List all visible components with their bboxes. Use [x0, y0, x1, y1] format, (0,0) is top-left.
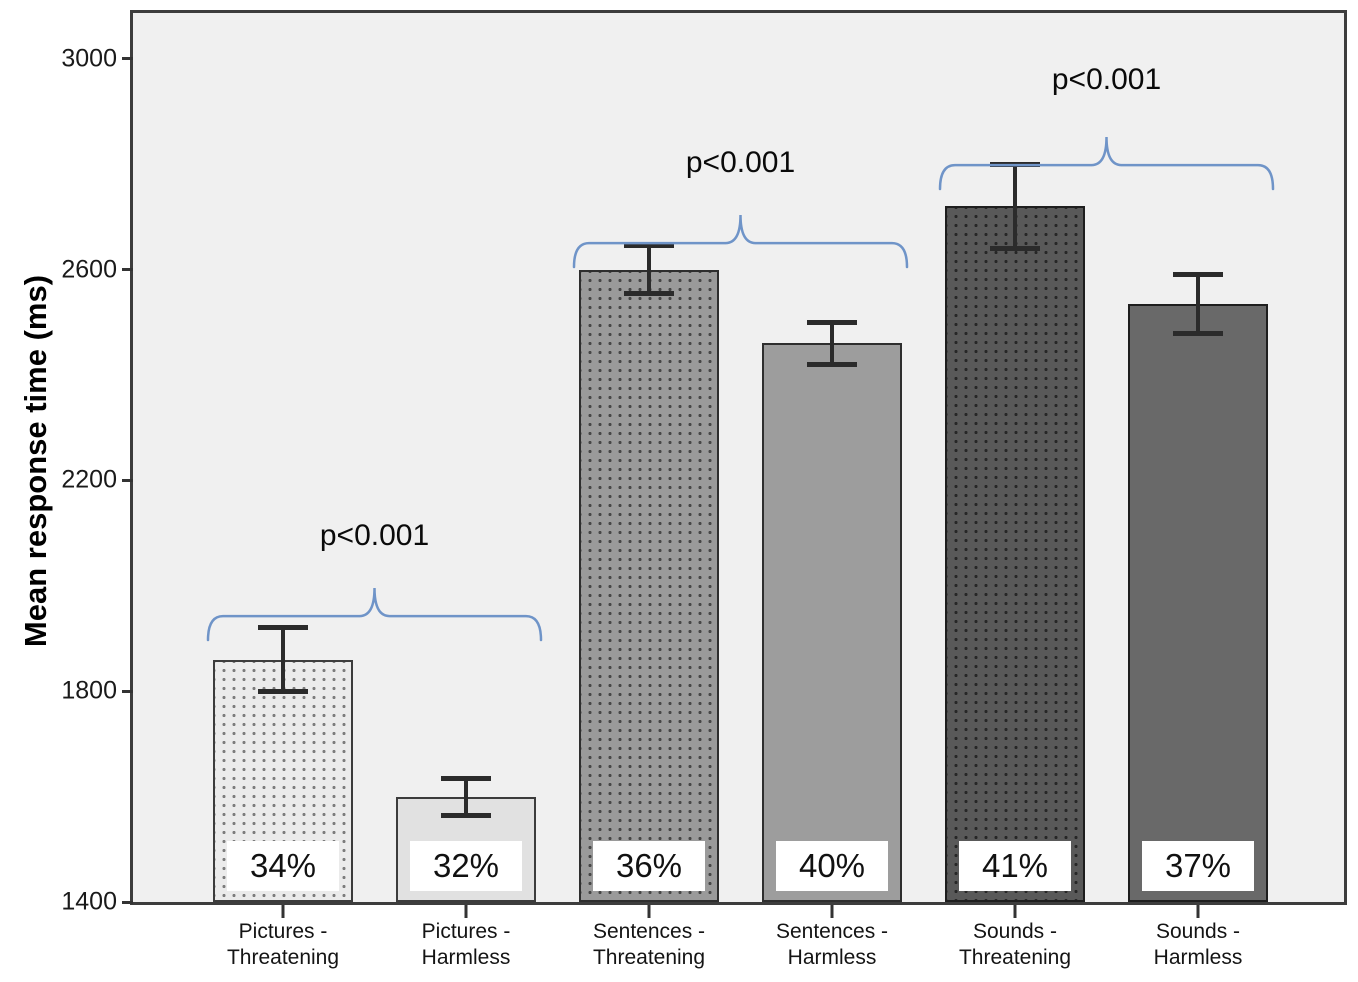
x-tick-mark	[464, 905, 468, 918]
error-bar-line	[464, 775, 468, 818]
error-bar	[1173, 272, 1223, 336]
x-tick-mark	[647, 905, 651, 918]
bar-sentences-harmless: 40%	[762, 343, 902, 902]
error-bar-cap-bottom	[807, 362, 857, 368]
error-bar-cap-top	[807, 319, 857, 325]
y-axis-title: Mean response time (ms)	[18, 274, 53, 648]
percent-label: 37%	[1142, 840, 1254, 891]
y-tick-label: 1800	[61, 676, 117, 705]
percent-label: 41%	[959, 840, 1071, 891]
bar-sounds-threatening: 41%	[945, 206, 1085, 902]
error-bar-cap-bottom	[441, 812, 491, 818]
percent-label: 36%	[593, 840, 705, 891]
x-label-line: Harmless	[421, 946, 511, 969]
error-bar	[624, 243, 674, 296]
percent-label: 34%	[227, 840, 339, 891]
x-label-sentences-threatening: Sentences - Threatening	[593, 919, 705, 971]
x-label-line: Threatening	[226, 946, 340, 969]
significance-brace	[938, 136, 1275, 191]
x-label-sentences-harmless: Sentences - Harmless	[776, 919, 888, 971]
error-bar-line	[1013, 161, 1017, 252]
x-label-line: Pictures -	[238, 920, 328, 943]
significance-brace	[206, 587, 543, 642]
error-bar-cap-top	[624, 243, 674, 249]
x-label-line: Threatening	[958, 946, 1072, 969]
error-bar-cap-bottom	[990, 246, 1040, 252]
p-value-label: p<0.001	[319, 519, 430, 552]
y-tick-mark	[122, 57, 133, 61]
x-label-line: Sentences -	[775, 920, 889, 943]
error-bar-line	[281, 625, 285, 694]
y-tick-mark	[122, 689, 133, 693]
plot-area: 34% 32% 36% 40% 41% 37% p<0.001 p<0.001 p<0.001	[130, 10, 1347, 905]
y-tick-label: 2200	[61, 465, 117, 494]
p-value-label: p<0.001	[1051, 63, 1162, 96]
x-label-line: Harmless	[1153, 946, 1243, 969]
y-tick-mark	[122, 478, 133, 482]
error-bar	[258, 625, 308, 694]
error-bar-line	[830, 319, 834, 368]
x-label-line: Sentences -	[592, 920, 706, 943]
p-value-label: p<0.001	[685, 146, 796, 179]
brace-path	[206, 587, 543, 642]
x-tick-mark	[281, 905, 285, 918]
error-bar-line	[647, 243, 651, 296]
error-bar-cap-bottom	[258, 688, 308, 694]
y-tick-label: 3000	[61, 44, 117, 73]
bar-sentences-threatening: 36%	[579, 269, 719, 902]
x-label-pictures-threatening: Pictures - Threatening	[227, 919, 339, 971]
x-label-line: Pictures -	[421, 920, 511, 943]
y-tick-mark	[122, 900, 133, 904]
x-label-line: Threatening	[592, 946, 706, 969]
error-bar-cap-bottom	[624, 290, 674, 296]
error-bar-cap-top	[1173, 272, 1223, 278]
brace-path	[572, 214, 909, 269]
x-tick-mark	[830, 905, 834, 918]
error-bar-cap-top	[258, 625, 308, 631]
error-bar	[807, 319, 857, 368]
bar-sounds-harmless: 37%	[1128, 303, 1268, 902]
x-label-pictures-harmless: Pictures - Harmless	[422, 919, 511, 971]
percent-label: 32%	[410, 840, 522, 891]
y-tick-label: 1400	[61, 887, 117, 916]
x-label-line: Sounds -	[972, 920, 1058, 943]
x-label-line: Harmless	[787, 946, 877, 969]
significance-brace	[572, 214, 909, 269]
x-label-line: Sounds -	[1155, 920, 1241, 943]
error-bar-cap-top	[441, 775, 491, 781]
y-tick-mark	[122, 268, 133, 272]
error-bar	[441, 775, 491, 818]
brace-path	[938, 136, 1275, 191]
x-label-sounds-harmless: Sounds - Harmless	[1154, 919, 1243, 971]
x-tick-mark	[1196, 905, 1200, 918]
bar-pictures-threatening: 34%	[213, 659, 353, 902]
percent-label: 40%	[776, 840, 888, 891]
error-bar-line	[1196, 272, 1200, 336]
x-tick-mark	[1013, 905, 1017, 918]
y-tick-label: 2600	[61, 255, 117, 284]
x-label-sounds-threatening: Sounds - Threatening	[959, 919, 1071, 971]
error-bar-cap-bottom	[1173, 330, 1223, 336]
